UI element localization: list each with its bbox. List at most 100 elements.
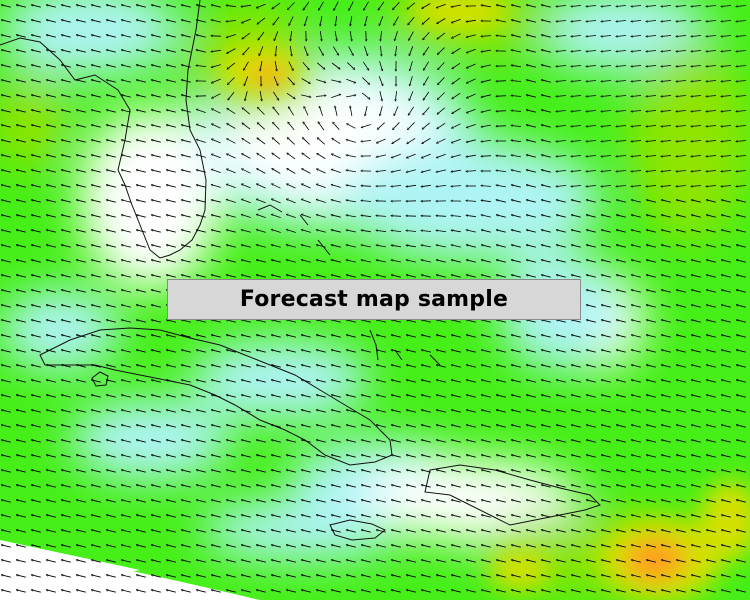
wind-arrow [586, 21, 597, 22]
wind-arrow [676, 156, 687, 157]
wind-arrow [273, 76, 278, 85]
wind-arrow [181, 80, 191, 83]
wind-arrow [706, 111, 717, 112]
wind-arrow [61, 35, 71, 38]
wind-arrow [676, 141, 687, 142]
wind-arrow [273, 16, 280, 25]
wind-arrow [616, 66, 627, 67]
wind-arrow [31, 140, 41, 143]
wind-arrow [106, 20, 116, 23]
wind-arrow [391, 169, 401, 172]
wind-arrow [257, 169, 266, 174]
wind-arrow [181, 95, 191, 98]
wind-arrow [451, 169, 461, 172]
wind-arrow [706, 126, 717, 127]
wind-arrow [288, 2, 295, 9]
wind-arrow [661, 126, 672, 127]
wind-arrow [646, 36, 657, 37]
wind-arrow [423, 106, 430, 115]
wind-arrow [511, 96, 522, 97]
wind-arrow [1, 35, 11, 38]
wind-arrow [646, 126, 657, 127]
wind-arrow [274, 31, 279, 40]
wind-arrow [166, 5, 176, 8]
wind-arrow [616, 171, 627, 172]
wind-arrow [586, 111, 597, 112]
wind-arrow [287, 184, 296, 189]
wind-arrow [586, 126, 597, 127]
wind-arrow [706, 66, 717, 67]
wind-arrow [46, 125, 56, 128]
wind-arrow [706, 51, 717, 52]
wind-arrow [631, 66, 642, 67]
wind-arrow [242, 138, 251, 145]
wind-arrow [91, 95, 101, 98]
wind-arrow [436, 153, 446, 157]
wind-arrow [661, 51, 672, 52]
wind-arrow [541, 50, 551, 53]
wind-arrow [631, 126, 642, 127]
wind-arrow [106, 125, 116, 128]
calm-zone [70, 400, 230, 480]
wind-arrow [526, 110, 536, 113]
wind-arrow [721, 141, 732, 142]
wind-arrow [121, 170, 131, 173]
wind-arrow [721, 171, 732, 172]
wind-arrow [76, 95, 86, 98]
wind-arrow [481, 140, 492, 141]
wind-arrow [151, 50, 161, 53]
wind-arrow [196, 65, 207, 67]
wind-arrow [288, 122, 295, 131]
wind-arrow [31, 185, 41, 188]
wind-arrow [496, 5, 506, 8]
wind-arrow [452, 62, 461, 69]
wind-arrow [601, 36, 612, 37]
wind-arrow [631, 36, 642, 37]
wind-arrow [646, 111, 657, 112]
wind-arrow [121, 95, 131, 98]
wind-arrow [331, 94, 340, 98]
wind-arrow [91, 110, 101, 113]
wind-arrow [661, 171, 672, 172]
wind-arrow [61, 80, 71, 83]
wind-arrow [16, 20, 26, 23]
wind-arrow [437, 138, 446, 143]
wind-arrow [76, 110, 86, 113]
wind-arrow [46, 5, 56, 8]
wind-arrow [228, 77, 235, 84]
wind-arrow [331, 185, 341, 188]
wind-arrow [496, 185, 506, 188]
wind-arrow [706, 171, 717, 172]
wind-arrow [106, 95, 116, 98]
wind-arrow [451, 4, 461, 7]
wind-arrow [452, 92, 461, 99]
wind-arrow [616, 21, 627, 22]
wind-arrow [616, 156, 627, 157]
wind-arrow [437, 107, 446, 114]
wind-arrow [571, 6, 582, 7]
wind-arrow [257, 138, 266, 145]
wind-arrow [631, 156, 642, 157]
wind-arrow [451, 186, 462, 187]
wind-arrow [106, 5, 116, 8]
wind-arrow [736, 21, 747, 22]
wind-arrow [166, 170, 176, 173]
gulf-coastline [0, 37, 131, 171]
wind-arrow [646, 171, 657, 172]
wind-arrow [676, 51, 687, 52]
wind-arrow [121, 140, 131, 143]
wind-arrow [365, 106, 368, 116]
wind-arrow [691, 6, 702, 7]
wind-arrow [721, 81, 732, 82]
wind-arrow [646, 21, 657, 22]
wind-arrow [196, 35, 206, 38]
calm-zone [0, 290, 120, 370]
wind-arrow [31, 65, 41, 68]
wind-arrow [211, 5, 221, 8]
wind-arrow [526, 5, 536, 8]
wind-arrow [452, 33, 461, 38]
wind-arrow [481, 94, 491, 97]
wind-arrow [349, 31, 352, 41]
wind-arrow [526, 155, 536, 158]
wind-arrow [466, 124, 476, 127]
